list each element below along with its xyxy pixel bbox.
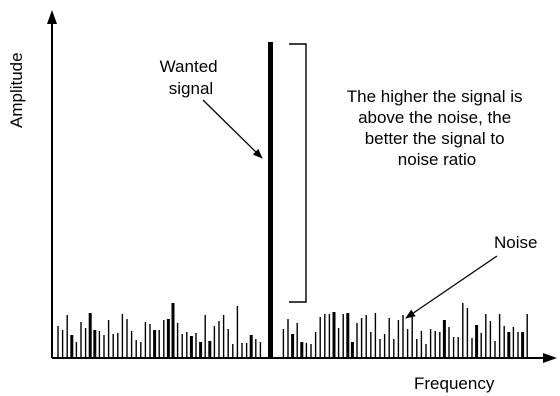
noise-label: Noise bbox=[494, 233, 537, 252]
noise-spikes bbox=[58, 303, 527, 357]
x-axis-label: Frequency bbox=[414, 374, 495, 393]
snr-explanation: The higher the signal is above the noise… bbox=[347, 87, 528, 169]
noise-arrow bbox=[406, 256, 497, 318]
wanted-signal-arrow bbox=[203, 100, 262, 158]
wanted-signal-label: Wanted signal bbox=[160, 57, 223, 98]
x-axis-arrowhead bbox=[543, 353, 557, 363]
y-axis-arrowhead bbox=[47, 10, 57, 24]
y-axis-label: Amplitude bbox=[7, 52, 26, 128]
wanted-signal-bar bbox=[268, 42, 273, 358]
snr-bracket bbox=[289, 44, 306, 302]
